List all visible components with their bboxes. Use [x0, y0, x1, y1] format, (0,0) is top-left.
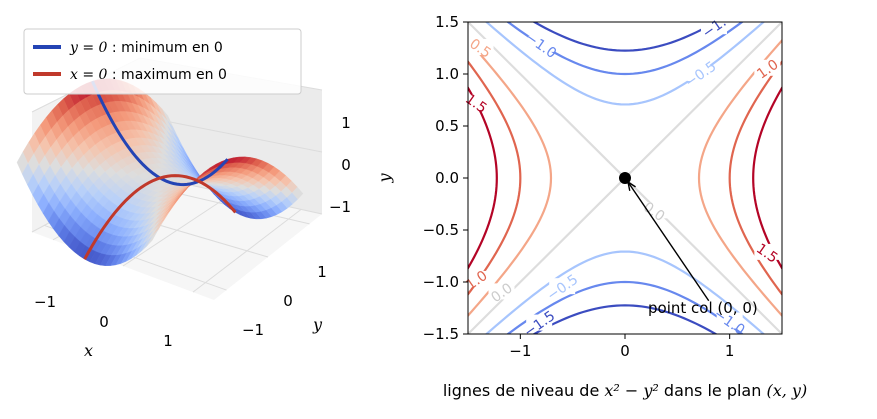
- legend: y = 0 : minimum en 0 x = 0 : maximum en …: [23, 28, 302, 95]
- y-tick-label: 0.0: [435, 169, 459, 187]
- axis-3d-labels: −1 0 1 −1 0 1 −1 0 1 x y: [34, 114, 351, 360]
- contour-line: [468, 59, 522, 297]
- z3d-tick-label: 1: [341, 114, 351, 132]
- contour-label-bg: [754, 243, 781, 260]
- legend-frame: [23, 28, 302, 95]
- contour-ticks: −1 0 1 1.5 1.0 0.5 0.0 −0.5 −1.0 −1.5: [423, 13, 735, 360]
- contour-x-label-suffix: dans le plan: [659, 381, 767, 400]
- y3d-tick-label: 0: [283, 292, 293, 310]
- saddle-point: [619, 172, 631, 184]
- y-tick-label: 0.5: [435, 117, 459, 135]
- contour-label-bg: [716, 312, 743, 329]
- y3d-axis-label: y: [312, 315, 323, 334]
- y-tick-label: −1.0: [423, 273, 459, 291]
- contour-line: [506, 22, 744, 76]
- x-tick-label: 0: [620, 342, 630, 360]
- contour-line: [484, 250, 766, 334]
- z3d-tick-label: 0: [341, 156, 351, 174]
- x3d-tick-label: 1: [163, 332, 173, 350]
- contour-x-label-prefix: lignes de niveau de: [443, 381, 605, 400]
- contour-line: [484, 22, 766, 106]
- legend-entry-y0: y = 0 : minimum en 0: [69, 40, 223, 56]
- surface-3d-panel: −1 0 1 −1 0 1 −1 0 1 x y: [16, 57, 351, 360]
- x3d-tick-label: 0: [99, 313, 109, 331]
- grid-line: [122, 194, 232, 267]
- grid-line: [192, 209, 302, 293]
- contour-line: [752, 85, 782, 271]
- y-tick-label: 1.0: [435, 65, 459, 83]
- y3d-tick-label: 1: [317, 263, 327, 281]
- contour-label-bg: [526, 314, 553, 331]
- legend-math-x0: x = 0: [70, 67, 108, 83]
- z3d-tick-label: −1: [329, 198, 351, 216]
- contour-x-label-math: x² − y²: [604, 381, 658, 400]
- contour-label-bg: [687, 65, 714, 81]
- legend-entry-x0: x = 0 : maximum en 0: [70, 67, 227, 83]
- saddle-point-marker: [619, 172, 710, 302]
- saddle-annotation: point col (0, 0): [648, 299, 758, 317]
- x3d-tick-label: −1: [34, 293, 56, 311]
- legend-text-y0: : minimum en 0: [107, 40, 222, 56]
- contour-line: [506, 280, 744, 334]
- legend-math-y0: y = 0: [69, 40, 108, 56]
- contour-label-bg: [488, 283, 515, 300]
- contour-label-bg: [463, 94, 490, 111]
- contour-line: [532, 22, 718, 52]
- surface-patch: [146, 229, 159, 247]
- curve-x0: [83, 174, 237, 260]
- contour-line: [468, 85, 498, 271]
- contour-label-bg: [467, 39, 494, 55]
- x3d-axis-label: x: [84, 341, 93, 360]
- contour-x-label: lignes de niveau de x² − y² dans le plan…: [443, 381, 807, 400]
- contour-label-bg: [463, 270, 490, 287]
- x-tick-label: −1: [509, 342, 531, 360]
- contour-label-bg: [641, 202, 668, 219]
- contour-y-label: y: [375, 173, 394, 184]
- contour-x-label-math2: (x, y): [766, 381, 807, 400]
- contour-label-bg: [754, 59, 781, 76]
- y-tick-label: −1.5: [423, 325, 459, 343]
- contour-panel: −1.0−1.−0.50.51.51.00.01.5−0.50.01.0−1.5…: [375, 13, 807, 400]
- x-tick-label: 1: [725, 342, 735, 360]
- y-tick-label: 1.5: [435, 13, 459, 31]
- y-tick-label: −0.5: [423, 221, 459, 239]
- y3d-tick-label: −1: [242, 321, 264, 339]
- contour-label-bg: [528, 35, 555, 52]
- contour-label-bg: [549, 278, 576, 295]
- annotation-arrow: [627, 181, 710, 302]
- contour-line: [532, 304, 718, 334]
- legend-text-x0: : maximum en 0: [107, 67, 226, 83]
